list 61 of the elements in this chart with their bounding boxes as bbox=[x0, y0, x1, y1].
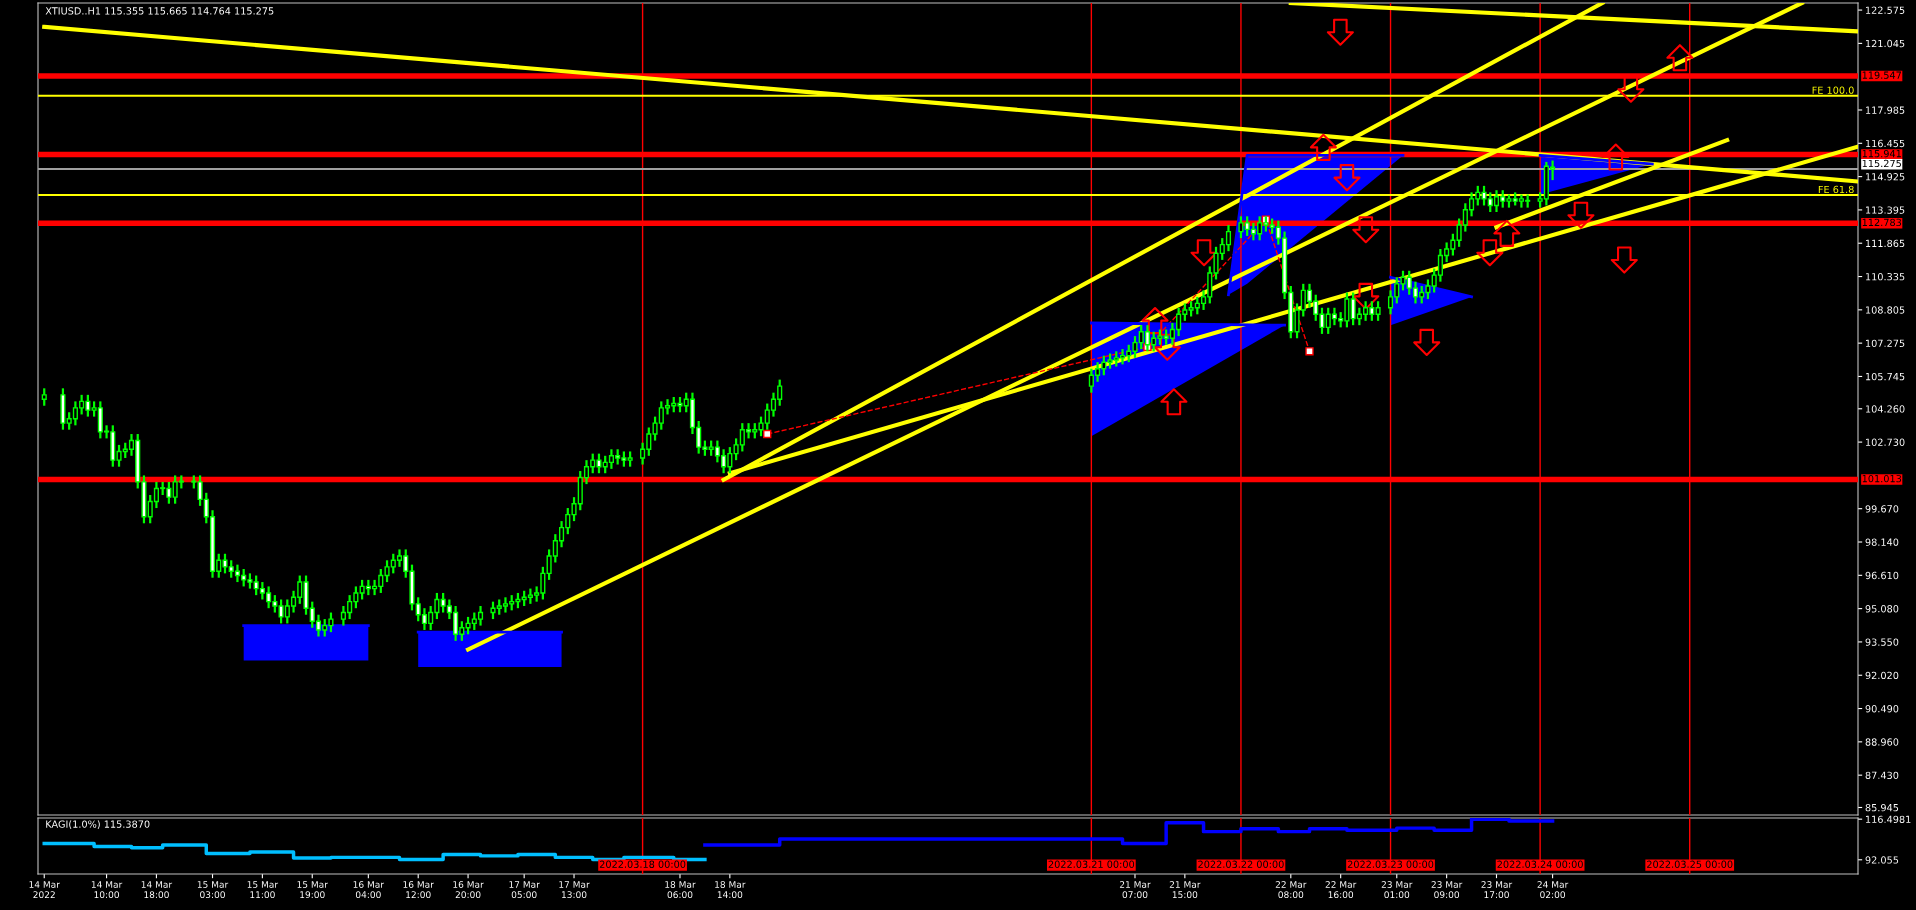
x-tick-label: 16 Mar 04:00 bbox=[353, 881, 385, 899]
x-tick-label: 18 Mar 06:00 bbox=[665, 881, 696, 899]
y-tick-label: 99.670 bbox=[1865, 505, 1899, 513]
ref-line-label: 115.941 bbox=[1862, 149, 1901, 158]
x-tick-label: 17 Mar 05:00 bbox=[509, 881, 540, 899]
ref-line-label: 2022.03.22 00:00 bbox=[1198, 860, 1284, 868]
ref-line-label: FE 61.8 bbox=[1818, 185, 1854, 194]
y-tick-label: 107.275 bbox=[1866, 339, 1905, 347]
x-tick-label: 14 Mar 18:00 bbox=[141, 881, 173, 899]
y-tick-label: 105.745 bbox=[1866, 372, 1905, 381]
x-tick-label: 24 Mar 02:00 bbox=[1537, 881, 1569, 899]
y-tick-label: 92.020 bbox=[1865, 671, 1899, 680]
x-tick-label: 23 Mar 17:00 bbox=[1481, 881, 1513, 899]
ref-line-label: 101.013 bbox=[1862, 474, 1902, 483]
chart-title: KAGI(1.0%) 115.3870 bbox=[46, 820, 150, 829]
y-tick-label: 104.260 bbox=[1866, 405, 1905, 413]
y-tick-label: 90.490 bbox=[1865, 705, 1899, 713]
y-tick-label: 98.140 bbox=[1865, 538, 1899, 546]
ref-line-label: 2022.03.23 00:00 bbox=[1347, 860, 1434, 868]
y-tick-label: 113.395 bbox=[1866, 206, 1905, 214]
ref-line-label: 2022.03.18 00:00 bbox=[599, 860, 686, 868]
y-tick-label: 122.575 bbox=[1866, 6, 1905, 14]
y-tick-label: 96.610 bbox=[1865, 571, 1899, 580]
y-tick-label: 88.960 bbox=[1865, 738, 1899, 746]
y-tick-label: 116.455 bbox=[1866, 139, 1905, 148]
ref-line-label: 2022.03.21 00:00 bbox=[1048, 860, 1135, 868]
x-tick-label: 16 Mar 12:00 bbox=[403, 881, 434, 899]
y-tick-label: 87.430 bbox=[1865, 771, 1899, 779]
x-tick-label: 15 Mar 19:00 bbox=[297, 881, 328, 899]
ref-line-label: 115.275 bbox=[1862, 159, 1901, 168]
x-tick-label: 16 Mar 20:00 bbox=[453, 881, 484, 899]
x-tick-label: 23 Mar 01:00 bbox=[1381, 881, 1413, 899]
ref-line-label: 119.547 bbox=[1862, 71, 1902, 79]
x-tick-label: 15 Mar 03:00 bbox=[197, 881, 229, 899]
x-tick-label: 18 Mar 14:00 bbox=[715, 881, 746, 899]
y-tick-label: 108.805 bbox=[1866, 306, 1905, 314]
ref-line-label: 2022.03.25 00:00 bbox=[1647, 860, 1733, 868]
x-tick-label: 14 Mar 2022 bbox=[29, 881, 60, 899]
x-tick-label: 22 Mar 08:00 bbox=[1275, 881, 1307, 899]
y-tick-label: 114.925 bbox=[1866, 173, 1905, 181]
chart-title: XTIUSD..H1 115.355 115.665 114.764 115.275 bbox=[45, 7, 274, 15]
y-tick-label: 116.4981 bbox=[1866, 815, 1911, 823]
ref-line-label: 2022.03.24 00:00 bbox=[1497, 860, 1583, 868]
y-tick-label: 93.550 bbox=[1865, 638, 1899, 646]
y-tick-label: 85.945 bbox=[1865, 803, 1899, 812]
x-tick-label: 17 Mar 13:00 bbox=[559, 881, 590, 899]
y-tick-label: 95.080 bbox=[1865, 605, 1899, 613]
y-tick-label: 92.055 bbox=[1865, 856, 1899, 864]
x-tick-label: 15 Mar 11:00 bbox=[247, 881, 279, 899]
x-tick-label: 21 Mar 07:00 bbox=[1119, 881, 1151, 899]
y-tick-label: 121.045 bbox=[1866, 39, 1905, 48]
y-tick-label: 111.865 bbox=[1866, 239, 1905, 248]
y-tick-label: 102.730 bbox=[1866, 438, 1905, 446]
x-tick-label: 23 Mar 09:00 bbox=[1431, 881, 1463, 899]
x-tick-label: 22 Mar 16:00 bbox=[1325, 881, 1357, 899]
y-tick-label: 117.985 bbox=[1866, 106, 1905, 114]
x-tick-label: 21 Mar 15:00 bbox=[1169, 881, 1201, 899]
ref-line-label: 112.783 bbox=[1862, 218, 1902, 227]
x-tick-label: 14 Mar 10:00 bbox=[91, 881, 123, 899]
ref-line-label: FE 100.0 bbox=[1812, 86, 1854, 94]
y-tick-label: 110.335 bbox=[1866, 273, 1905, 281]
